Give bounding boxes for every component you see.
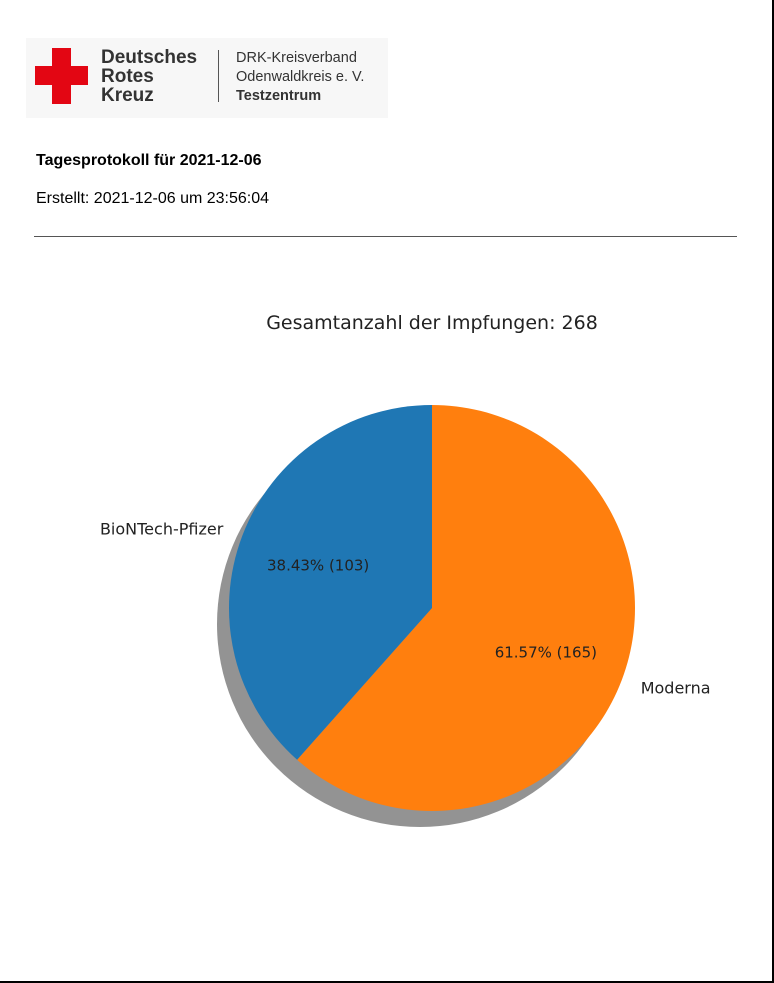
pie-slices [229, 405, 636, 811]
logo-sub-line: DRK-Kreisverband [236, 50, 357, 66]
chart-title: Gesamtanzahl der Impfungen: 268 [266, 312, 598, 334]
logo-sub-line: Testzentrum [236, 88, 322, 104]
logo-sub-line: Odenwaldkreis e. V. [236, 69, 365, 85]
pie-slice-moderna [297, 405, 636, 811]
pie-category-label: BioNTech-Pfizer [100, 520, 224, 539]
pie-autopct-label: 61.57% (165) [495, 643, 597, 661]
pie-category-label: Moderna [641, 678, 711, 697]
report-created-timestamp: Erstellt: 2021-12-06 um 23:56:04 [36, 190, 270, 207]
logo-org-name: Deutsches Rotes Kreuz [101, 48, 197, 105]
logo-org-line: Rotes [101, 66, 154, 87]
logo-org-line: Deutsches [101, 47, 198, 68]
logo-org-line: Kreuz [101, 85, 154, 106]
report-title: Tagesprotokoll für 2021-12-06 [36, 152, 262, 169]
pie-autopct-label: 38.43% (103) [267, 557, 369, 575]
pie-slice-biontech-pfizer [229, 405, 432, 760]
red-cross-icon [35, 48, 88, 104]
logo-divider [218, 50, 219, 102]
header-divider [34, 236, 737, 237]
drk-logo: Deutsches Rotes Kreuz DRK-Kreisverband O… [26, 38, 388, 118]
pie-labels: 61.57% (165) Moderna 38.43% (103) BioNTech-… [100, 520, 711, 698]
logo-subtitle: DRK-Kreisverband Odenwaldkreis e. V. Tes… [236, 49, 364, 106]
